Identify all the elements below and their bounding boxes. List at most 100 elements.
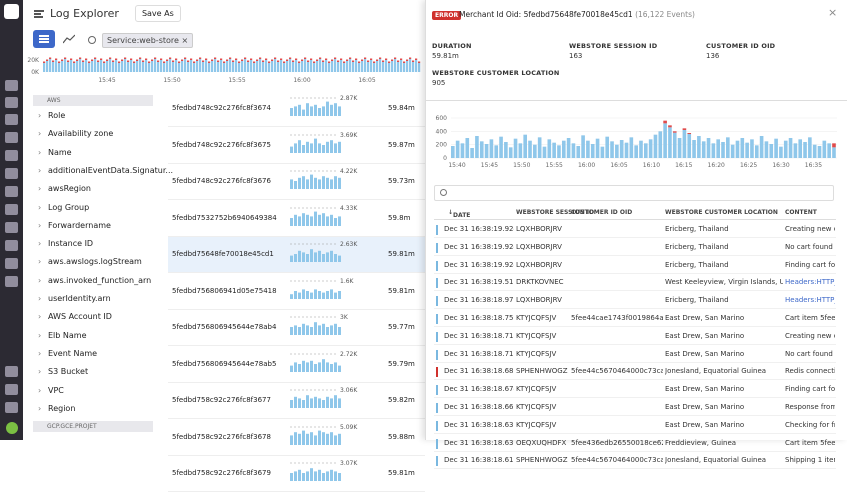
ts-bar (295, 60, 298, 72)
table-row[interactable]: Dec 31 16:38:18.630 OEQXUQHDFX 5fee436edb2… (434, 435, 836, 452)
table-row[interactable]: 5fedbd748c92c276fc8f3676 59.73m 4.22K (168, 164, 425, 200)
table-row[interactable]: 5fedbd7532752b6940649384 59.8m 4.33K (168, 201, 425, 237)
filter-chip-label: Service:web-store (107, 35, 179, 45)
facet-item[interactable]: › S3 Bucket (38, 366, 88, 378)
ts-error-bar (172, 60, 175, 62)
table-row[interactable]: Dec 31 16:38:18.674 KTYJCQFSJV East Drew, … (434, 381, 836, 399)
facet-item[interactable]: › Forwardername (38, 220, 111, 232)
facet-item[interactable]: › Log Group (38, 202, 89, 214)
x-tick-label: 15:40 (448, 162, 465, 169)
table-row[interactable]: Dec 31 16:38:18.717 KTYJCQFSJV East Drew, … (434, 346, 836, 363)
table-row[interactable]: Dec 31 16:38:18.637 KTYJCQFSJV East Drew, … (434, 417, 836, 434)
table-row[interactable]: Dec 31 16:38:19.924 LQXHBORJRV Ericberg, T… (434, 239, 836, 256)
facet-item[interactable]: › Instance ID (38, 238, 93, 250)
table-row[interactable]: 5fedbd756806945644e78ab4 59.77m 3K (168, 310, 425, 346)
cell-date: Dec 31 16:38:18.661 (444, 403, 514, 411)
facet-item[interactable]: › Availability zone (38, 128, 113, 140)
table-row[interactable]: 5fedbd748c92c276fc8f3674 59.84m 2.87K (168, 91, 425, 127)
help-icon[interactable] (5, 384, 18, 395)
facet-section-1[interactable]: GCP.GCE.PROJET (33, 421, 153, 432)
ts-error-bar (88, 61, 91, 63)
col-location[interactable]: WEBSTORE CUSTOMER LOCATION (665, 209, 778, 216)
chart-bar (750, 139, 754, 158)
facet-item[interactable]: › userIdentity.arn (38, 293, 111, 305)
apm-icon[interactable] (5, 168, 18, 179)
user-avatar[interactable] (6, 422, 18, 434)
facet-item[interactable]: › Region (38, 403, 75, 415)
chat-icon[interactable] (5, 366, 18, 377)
notebook-icon[interactable] (5, 204, 18, 215)
infrastructure-icon[interactable] (5, 186, 18, 197)
integrations-icon[interactable] (5, 132, 18, 143)
ts-error-bar (82, 60, 85, 62)
table-row[interactable]: 5fedbd758c92c276fc8f3678 59.88m 5.09K (168, 420, 425, 456)
table-row[interactable]: Dec 31 16:38:18.717 KTYJCQFSJV East Drew, … (434, 328, 836, 345)
col-date[interactable]: ↓ DATE (448, 209, 471, 219)
facet-item[interactable]: › Event Name (38, 348, 97, 360)
status-bar (436, 225, 438, 235)
spark-bar (310, 249, 313, 262)
save-as-button[interactable]: Save As (134, 5, 181, 22)
close-icon[interactable]: × (828, 6, 838, 19)
dashboard-icon[interactable] (5, 97, 18, 108)
table-row[interactable]: 5fedbd756806945644e78ab5 59.79m 2.72K (168, 347, 425, 383)
table-row[interactable]: Dec 31 16:38:18.615 SPHENHWOGZ 5fee44c5670… (434, 452, 836, 470)
ts-error-bar (385, 58, 388, 60)
alert-icon[interactable] (5, 150, 18, 161)
ts-error-bar (196, 59, 199, 61)
settings-icon[interactable] (5, 276, 18, 287)
facet-item[interactable]: › VPC (38, 385, 64, 397)
customer-label: CUSTOMER ID OID (706, 42, 776, 50)
table-row[interactable]: 5fedbd75648fe70018e45cd1 59.81m 2.63K (168, 237, 425, 273)
facet-item[interactable]: › Role (38, 110, 65, 122)
table-row[interactable]: 5fedbd756806941d05e75418 59.81m 1.6K (168, 274, 425, 310)
cell-location: Jonesland, Equatorial Guinea (665, 456, 767, 465)
col-session[interactable]: WEBSTORE SESSION ID (516, 209, 595, 216)
timeseries-view-icon[interactable] (63, 34, 75, 44)
ts-error-bar (205, 58, 208, 60)
table-row[interactable]: Dec 31 16:38:18.971 LQXHBORJRV Ericberg, T… (434, 292, 836, 310)
timeseries-chart[interactable]: 20K 0K 15:45 15:50 15:55 16:00 16:05 (23, 56, 425, 88)
panel-chart[interactable]: 600 400 200 015:40 15:45 15:50 15:55 16:00 16:05… (431, 112, 841, 172)
table-row[interactable]: Dec 31 16:38:19.924 LQXHBORJRV Ericberg, T… (434, 221, 836, 238)
monitors-icon[interactable] (5, 114, 18, 125)
panel-search-input[interactable] (434, 185, 834, 201)
group-count: 3.06K (340, 387, 358, 394)
table-row[interactable]: Dec 31 16:38:18.661 KTYJCQFSJV East Drew, … (434, 399, 836, 416)
table-row[interactable]: Dec 31 16:38:18.759 KTYJCQFSJV 5fee44cae17… (434, 310, 836, 327)
filter-chip[interactable]: Service:web-store × (102, 32, 194, 48)
facet-item[interactable]: › additionalEventData.Signatur... (38, 165, 173, 177)
ts-bar (241, 61, 244, 72)
facet-item[interactable]: › Elb Name (38, 330, 87, 342)
table-row[interactable]: 5fedbd758c92c276fc8f3677 59.82m 3.06K (168, 383, 425, 419)
home-icon[interactable] (5, 80, 18, 91)
table-row[interactable]: Dec 31 16:38:19.924 LQXHBORJRV Ericberg, T… (434, 257, 836, 274)
security-icon[interactable] (5, 240, 18, 251)
datadog-logo-icon[interactable] (4, 4, 19, 19)
spark-bar (330, 250, 333, 262)
ts-error-bar (145, 58, 148, 60)
group-id: 5fedbd756806945644e78ab4 (172, 323, 277, 331)
ux-monitoring-icon[interactable] (5, 258, 18, 269)
col-customer[interactable]: CUSTOMER ID OID (571, 209, 633, 216)
table-row[interactable]: Dec 31 16:38:19.513 DRKTKOVNEC West Keeley… (434, 274, 836, 292)
spark-bar (338, 141, 341, 153)
list-view-toggle[interactable] (33, 30, 55, 48)
logs-icon[interactable] (5, 222, 18, 233)
facet-item[interactable]: › AWS Account ID (38, 311, 112, 323)
group-sparkline: 3K (290, 314, 349, 335)
facet-item[interactable]: › aws.awslogs.logStream (38, 256, 142, 268)
facet-label: Availability zone (48, 129, 114, 139)
col-content[interactable]: CONTENT (785, 209, 817, 216)
x-tick-label: 15:50 (513, 162, 530, 169)
chip-close-icon[interactable]: × (181, 35, 189, 45)
facet-item[interactable]: › awsRegion (38, 183, 91, 195)
table-row[interactable]: 5fedbd758c92c276fc8f3679 59.81m 3.07K (168, 456, 425, 492)
team-icon[interactable] (5, 402, 18, 413)
facet-item[interactable]: › Name (38, 147, 72, 159)
table-row[interactable]: 5fedbd748c92c276fc8f3675 59.87m 3.69K (168, 128, 425, 164)
facet-item[interactable]: › aws.invoked_function_arn (38, 275, 151, 287)
facet-section-0[interactable]: AWS (33, 95, 153, 106)
table-row[interactable]: Dec 31 16:38:18.688 SPHENHWOGZ 5fee44c5670… (434, 363, 836, 381)
search-bar[interactable]: Service:web-store × (88, 31, 428, 49)
